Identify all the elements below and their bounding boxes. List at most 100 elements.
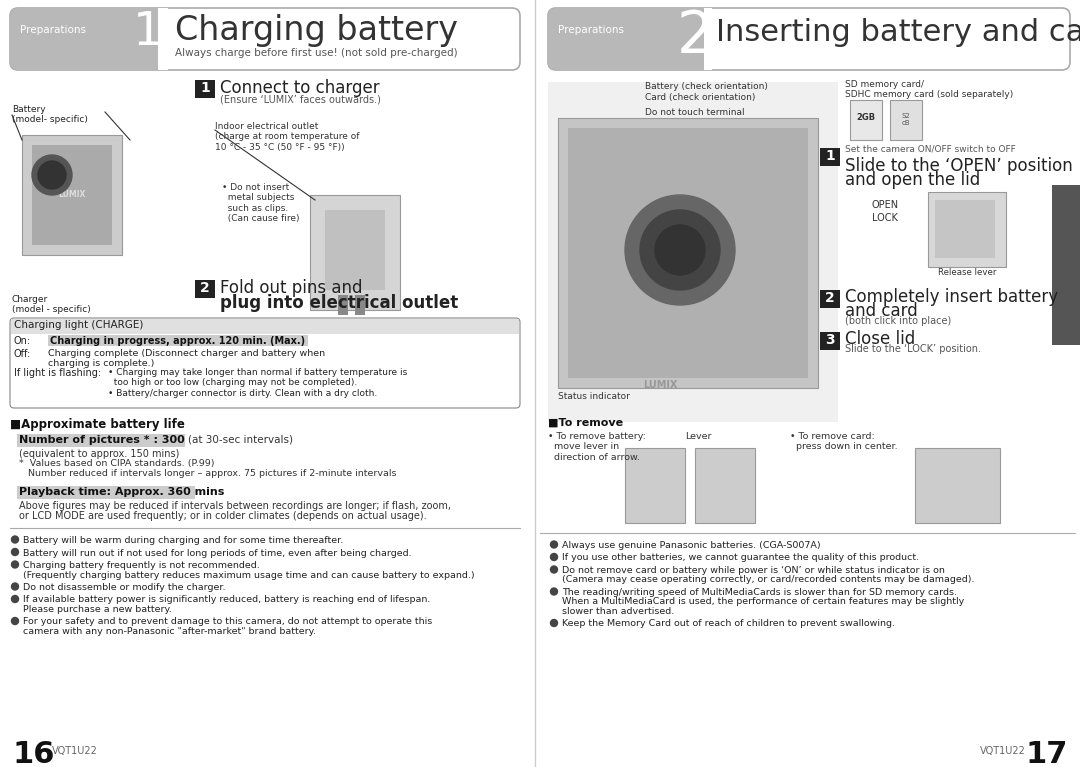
Text: 2: 2 <box>825 291 835 305</box>
Text: (Ensure ‘LUMIX’ faces outwards.): (Ensure ‘LUMIX’ faces outwards.) <box>220 94 381 104</box>
Text: Number reduced if intervals longer – approx. 75 pictures if 2-minute intervals: Number reduced if intervals longer – app… <box>19 469 396 478</box>
Text: VQT1U22: VQT1U22 <box>980 746 1026 756</box>
Bar <box>935 200 995 258</box>
Bar <box>548 82 838 422</box>
Text: ■To remove: ■To remove <box>548 418 623 428</box>
Bar <box>22 135 122 255</box>
Bar <box>11 319 519 334</box>
Bar <box>355 295 365 315</box>
Text: ■Approximate battery life: ■Approximate battery life <box>10 418 185 431</box>
Bar <box>850 100 882 140</box>
Circle shape <box>551 620 557 627</box>
Circle shape <box>551 541 557 548</box>
Text: 2: 2 <box>200 281 210 295</box>
Text: 16: 16 <box>12 740 54 767</box>
Circle shape <box>640 210 720 290</box>
Text: (at 30-sec intervals): (at 30-sec intervals) <box>188 435 293 445</box>
Text: Set the camera ON/OFF switch to OFF: Set the camera ON/OFF switch to OFF <box>845 145 1016 154</box>
Bar <box>338 295 348 315</box>
Text: Indoor electrical outlet
(charge at room temperature of
10 °C - 35 °C (50 °F - 9: Indoor electrical outlet (charge at room… <box>215 122 360 152</box>
FancyBboxPatch shape <box>10 8 519 70</box>
Circle shape <box>12 536 18 543</box>
Text: 2GB: 2GB <box>856 113 876 122</box>
Bar <box>1052 185 1080 345</box>
Text: Slide to the ‘LOCK’ position.: Slide to the ‘LOCK’ position. <box>845 344 981 354</box>
Text: • To remove card:
  press down in center.: • To remove card: press down in center. <box>789 432 897 452</box>
Text: LUMIX: LUMIX <box>643 380 677 390</box>
Text: Inserting battery and card: Inserting battery and card <box>716 18 1080 47</box>
Text: OPEN: OPEN <box>872 200 900 210</box>
Circle shape <box>12 583 18 590</box>
Bar <box>48 335 308 346</box>
Text: Preparations: Preparations <box>21 25 86 35</box>
Text: or LCD MODE are used frequently; or in colder climates (depends on actual usage): or LCD MODE are used frequently; or in c… <box>19 511 427 521</box>
Text: plug into electrical outlet: plug into electrical outlet <box>220 294 458 312</box>
Text: LOCK: LOCK <box>872 213 897 223</box>
Text: (Camera may cease operating correctly, or card/recorded contents may be damaged): (Camera may cease operating correctly, o… <box>562 575 974 584</box>
Text: If light is flashing:: If light is flashing: <box>14 368 102 378</box>
Circle shape <box>32 155 72 195</box>
Bar <box>704 8 712 70</box>
Circle shape <box>12 595 18 603</box>
Text: Always use genuine Panasonic batteries. (CGA-S007A): Always use genuine Panasonic batteries. … <box>562 541 821 550</box>
Text: Charging battery frequently is not recommended.: Charging battery frequently is not recom… <box>23 561 260 570</box>
Text: Always charge before first use! (not sold pre-charged): Always charge before first use! (not sol… <box>175 48 458 58</box>
Text: For your safety and to prevent damage to this camera, do not attempt to operate : For your safety and to prevent damage to… <box>23 617 432 627</box>
Text: Please purchase a new battery.: Please purchase a new battery. <box>23 605 172 614</box>
Text: The reading/writing speed of MultiMediaCards is slower than for SD memory cards.: The reading/writing speed of MultiMediaC… <box>562 588 957 597</box>
Bar <box>700 8 712 70</box>
Text: Charging in progress, approx. 120 min. (Max.): Charging in progress, approx. 120 min. (… <box>50 336 306 346</box>
Circle shape <box>12 561 18 568</box>
Bar <box>820 332 840 350</box>
Bar <box>325 210 384 290</box>
Text: Status indicator: Status indicator <box>558 392 630 401</box>
Bar <box>568 128 808 378</box>
Text: camera with any non-Panasonic "after-market" brand battery.: camera with any non-Panasonic "after-mar… <box>23 627 315 636</box>
Circle shape <box>12 548 18 555</box>
Text: Release lever: Release lever <box>937 268 996 277</box>
Text: and card: and card <box>845 302 918 320</box>
Text: 1: 1 <box>133 10 163 55</box>
Text: Preparations: Preparations <box>558 25 624 35</box>
Text: (equivalent to approx. 150 mins): (equivalent to approx. 150 mins) <box>19 449 179 459</box>
Text: When a MultiMediaCard is used, the performance of certain features may be slight: When a MultiMediaCard is used, the perfo… <box>562 597 964 607</box>
Text: Number of pictures * : 300: Number of pictures * : 300 <box>19 435 185 445</box>
Text: • Do not insert
  metal subjects
  such as clips.
  (Can cause fire): • Do not insert metal subjects such as c… <box>222 183 299 223</box>
FancyBboxPatch shape <box>10 318 519 408</box>
Text: 3: 3 <box>825 333 835 347</box>
Text: Battery
(model- specific): Battery (model- specific) <box>12 105 87 124</box>
Text: 17: 17 <box>1026 740 1068 767</box>
Bar <box>696 448 755 523</box>
Bar <box>310 195 400 310</box>
Text: 1: 1 <box>200 81 210 95</box>
Text: Charging complete (Disconnect charger and battery when
charging is complete.): Charging complete (Disconnect charger an… <box>48 349 325 368</box>
Bar <box>158 8 168 70</box>
Text: Charging battery: Charging battery <box>175 14 458 47</box>
Bar <box>17 434 185 447</box>
Bar <box>890 100 922 140</box>
Circle shape <box>38 161 66 189</box>
Text: 2: 2 <box>676 8 714 65</box>
Bar <box>625 448 685 523</box>
FancyBboxPatch shape <box>548 8 710 70</box>
Bar <box>558 118 818 388</box>
Circle shape <box>551 566 557 573</box>
Text: Connect to charger: Connect to charger <box>220 79 380 97</box>
Bar <box>195 280 215 298</box>
Text: 1: 1 <box>825 149 835 163</box>
Text: Do not remove card or battery while power is ‘ON’ or while status indicator is o: Do not remove card or battery while powe… <box>562 566 945 575</box>
Text: Fold out pins and: Fold out pins and <box>220 279 363 297</box>
Text: Charger
(model - specific): Charger (model - specific) <box>12 295 91 314</box>
Circle shape <box>625 195 735 305</box>
Text: *  Values based on CIPA standards. (P.99): * Values based on CIPA standards. (P.99) <box>19 459 215 468</box>
Text: On:: On: <box>14 336 31 346</box>
Circle shape <box>12 617 18 624</box>
Text: • Charging may take longer than normal if battery temperature is
  too high or t: • Charging may take longer than normal i… <box>108 368 407 398</box>
Text: VQT1U22: VQT1U22 <box>52 746 98 756</box>
Bar <box>820 290 840 308</box>
Text: SD memory card/
SDHC memory card (sold separately): SD memory card/ SDHC memory card (sold s… <box>845 80 1013 100</box>
Text: Lever: Lever <box>685 432 712 441</box>
Text: Battery (check orientation): Battery (check orientation) <box>645 82 768 91</box>
Text: Above figures may be reduced if intervals between recordings are longer; if flas: Above figures may be reduced if interval… <box>19 501 451 511</box>
Text: Slide to the ‘OPEN’ position: Slide to the ‘OPEN’ position <box>845 157 1072 175</box>
